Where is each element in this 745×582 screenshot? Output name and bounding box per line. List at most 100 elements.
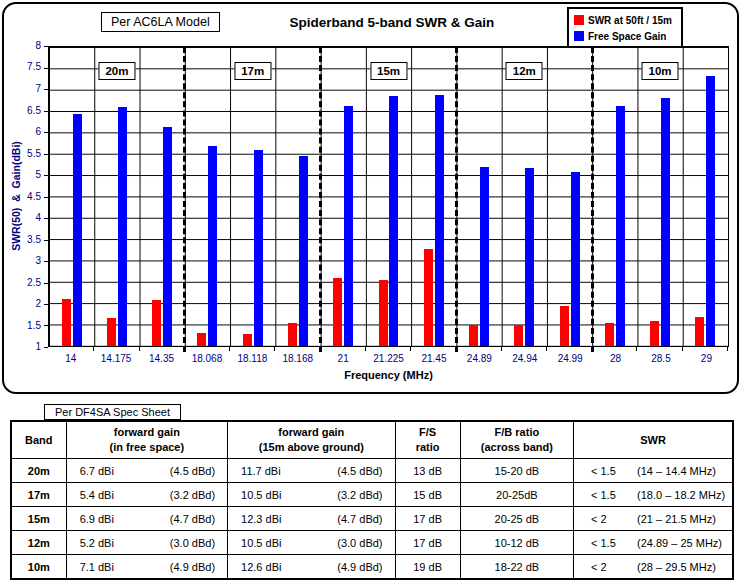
- swr-bar-24.94: [514, 325, 523, 346]
- fg-free-cell: 7.1 dBi(4.9 dBd): [66, 555, 227, 580]
- fs-ratio-cell: 15 dB: [395, 483, 460, 507]
- category-24.89: [456, 47, 501, 346]
- fg-free-cell: 5.4 dBi(3.2 dBd): [66, 483, 227, 507]
- x-tick-label: 21: [320, 353, 365, 364]
- x-tick-label: 18.168: [275, 353, 320, 364]
- x-tick-label: 14.35: [139, 353, 184, 364]
- spec-row-10m: 10m7.1 dBi(4.9 dBd)12.6 dBi(4.9 dBd)19 d…: [11, 555, 733, 580]
- y-axis-tick-labels: 87.576.565.554.543.532.521.51: [4, 46, 44, 347]
- category-28.5: [637, 47, 682, 346]
- fs-ratio-cell: 19 dB: [395, 555, 460, 580]
- x-tick-label: 18.118: [230, 353, 275, 364]
- y-tick-label: 1: [5, 341, 41, 353]
- swr-bar-24.89: [469, 325, 478, 346]
- gain-bar-28: [616, 106, 625, 346]
- y-tick-label: 3.5: [5, 234, 41, 246]
- fg-15m-cell: 12.3 dBi(4.7 dBd): [228, 507, 395, 531]
- fg-free-cell: 6.9 dBi(4.7 dBd): [66, 507, 227, 531]
- swr-cell: < 2(28 – 29.5 MHz): [574, 555, 733, 580]
- chart-panel: Per AC6LA Model Spiderband 5-band SWR & …: [2, 2, 739, 394]
- fg-15m-cell: 10.5 dBi(3.2 dBd): [228, 483, 395, 507]
- category-24.94: [502, 47, 547, 346]
- fg-15m-cell: 12.6 dBi(4.9 dBd): [228, 555, 395, 580]
- category-29: [683, 47, 728, 346]
- band-label-10m: 10m: [642, 62, 679, 80]
- band-separator: [319, 47, 322, 352]
- swr-cell: < 1.5(14 – 14.4 MHz): [574, 459, 733, 483]
- category-14: [49, 47, 94, 346]
- fb-ratio-cell: 20-25 dB: [460, 507, 573, 531]
- gain-bar-21.45: [435, 95, 444, 346]
- y-tick-label: 7.5: [5, 61, 41, 73]
- category-21: [321, 47, 366, 346]
- category-18.068: [185, 47, 230, 346]
- swr-cell: < 1.5(24.89 – 25 MHz): [574, 531, 733, 555]
- fg-15m-cell: 10.5 dBi(3.0 dBd): [228, 531, 395, 555]
- spec-row-12m: 12m5.2 dBi(3.0 dBd)10.5 dBi(3.0 dBd)17 d…: [11, 531, 733, 555]
- band-cell: 15m: [11, 507, 66, 531]
- swr-bar-14.35: [152, 300, 161, 346]
- gain-series-swatch-icon: [574, 31, 584, 41]
- spec-table: Band forward gain(in free space) forward…: [10, 420, 734, 580]
- swr-bar-18.118: [243, 334, 252, 346]
- band-label-15m: 15m: [370, 62, 407, 80]
- gain-bar-24.94: [525, 168, 534, 346]
- y-tick-label: 1.5: [5, 320, 41, 332]
- fg-free-cell: 5.2 dBi(3.0 dBd): [66, 531, 227, 555]
- spec-row-15m: 15m6.9 dBi(4.7 dBd)12.3 dBi(4.7 dBd)17 d…: [11, 507, 733, 531]
- legend-label-gain: Free Space Gain: [588, 31, 666, 42]
- spec-row-17m: 17m5.4 dBi(3.2 dBd)10.5 dBi(3.2 dBd)15 d…: [11, 483, 733, 507]
- header-fg-free: forward gain(in free space): [66, 421, 227, 459]
- y-tick-label: 4.5: [5, 191, 41, 203]
- y-tick-label: 5.5: [5, 148, 41, 160]
- swr-bar-29: [695, 317, 704, 346]
- gain-bar-14.35: [163, 127, 172, 346]
- x-tick-label: 24.94: [502, 353, 547, 364]
- x-tick-label: 28: [593, 353, 638, 364]
- y-tick-label: 2: [5, 298, 41, 310]
- band-cell: 12m: [11, 531, 66, 555]
- x-tick-label: 14.175: [93, 353, 138, 364]
- x-tick-label: 21.225: [366, 353, 411, 364]
- gain-bar-14.175: [118, 107, 127, 346]
- band-label-17m: 17m: [234, 62, 271, 80]
- spec-sheet-label: Per DF4SA Spec Sheet: [44, 404, 181, 420]
- category-28: [592, 47, 637, 346]
- fs-ratio-cell: 17 dB: [395, 531, 460, 555]
- gain-bar-18.068: [208, 146, 217, 346]
- y-tick-label: 6: [5, 126, 41, 138]
- x-tick-label: 28.5: [638, 353, 683, 364]
- gain-bar-24.99: [571, 172, 580, 346]
- x-axis-title: Frequency (MHz): [48, 369, 729, 381]
- band-label-12m: 12m: [506, 62, 543, 80]
- fb-ratio-cell: 20-25dB: [460, 483, 573, 507]
- swr-bar-18.168: [288, 323, 297, 346]
- swr-bar-18.068: [197, 333, 206, 346]
- swr-bar-28: [605, 323, 614, 346]
- swr-cell: < 2(21 – 21.5 MHz): [574, 507, 733, 531]
- y-tick-label: 4: [5, 212, 41, 224]
- band-label-20m: 20m: [98, 62, 135, 80]
- fs-ratio-cell: 17 dB: [395, 507, 460, 531]
- x-tick-label: 24.89: [457, 353, 502, 364]
- gain-bar-21: [344, 106, 353, 346]
- fg-free-cell: 6.7 dBi(4.5 dBd): [66, 459, 227, 483]
- swr-bar-21: [333, 278, 342, 346]
- plot-area: 20m 17m 15m 12m 10m: [48, 46, 729, 347]
- swr-bar-14.175: [107, 318, 116, 346]
- header-band: Band: [11, 421, 66, 459]
- band-separator: [591, 47, 594, 352]
- swr-bar-24.99: [560, 306, 569, 346]
- category-14.35: [140, 47, 185, 346]
- gain-bar-14: [73, 114, 82, 346]
- spec-row-20m: 20m6.7 dBi(4.5 dBd)11.7 dBi(4.5 dBd)13 d…: [11, 459, 733, 483]
- gain-bar-18.118: [254, 150, 263, 346]
- category-24.99: [547, 47, 592, 346]
- swr-bar-28.5: [650, 321, 659, 346]
- header-fb-ratio: F/B ratio(across band): [460, 421, 573, 459]
- spec-table-header-row: Band forward gain(in free space) forward…: [11, 421, 733, 459]
- gain-bar-18.168: [299, 156, 308, 346]
- legend-item-swr: SWR at 50ft / 15m: [574, 12, 679, 28]
- gain-bar-21.225: [389, 96, 398, 346]
- y-tick-label: 5: [5, 169, 41, 181]
